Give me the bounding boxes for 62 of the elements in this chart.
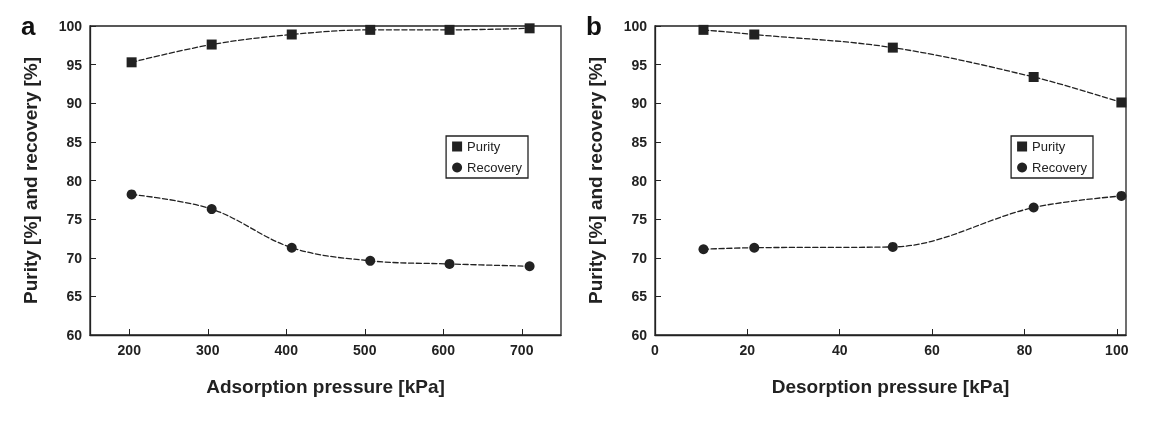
- y-tick-label: 65: [66, 288, 83, 305]
- y-tick-label: 95: [631, 56, 648, 73]
- point: [749, 242, 760, 253]
- point: [1028, 71, 1039, 82]
- point: [286, 242, 297, 253]
- y-tick-label: 90: [631, 95, 648, 112]
- y-tick-label: 80: [66, 172, 83, 189]
- y-axis-title: Purity [%] and recovery [%]: [20, 56, 41, 305]
- y-tick-label: 65: [631, 288, 648, 305]
- point: [887, 241, 898, 252]
- x-tick-label: 100: [1105, 342, 1129, 358]
- x-tick-label: 400: [274, 342, 299, 358]
- point: [698, 244, 709, 255]
- y-tick-label: 100: [623, 18, 648, 34]
- y-tick-label: 100: [58, 18, 83, 34]
- legend-label: Recovery: [1032, 160, 1088, 175]
- point: [1116, 97, 1127, 108]
- point: [206, 39, 217, 50]
- x-tick-label: 60: [924, 342, 941, 358]
- point: [126, 57, 137, 68]
- x-tick-label: 600: [431, 342, 456, 358]
- point: [1028, 202, 1039, 213]
- chart-title: a: [21, 11, 36, 41]
- y-tick-label: 60: [631, 327, 648, 343]
- y-tick-label: 85: [66, 133, 83, 150]
- point: [365, 255, 376, 266]
- x-tick-label: 80: [1016, 342, 1033, 358]
- point: [365, 24, 376, 35]
- y-tick-label: 60: [66, 327, 83, 343]
- y-tick-label: 70: [66, 249, 83, 266]
- point: [698, 24, 709, 35]
- y-tick-label: 85: [631, 133, 648, 150]
- point: [524, 261, 535, 272]
- y-tick-label: 90: [66, 95, 83, 112]
- legend-label: Purity: [467, 139, 501, 154]
- point: [524, 23, 535, 34]
- point: [126, 189, 137, 200]
- point: [1116, 190, 1127, 201]
- y-tick-label: 95: [66, 56, 83, 73]
- point: [206, 204, 217, 215]
- point: [286, 29, 297, 40]
- x-tick-label: 300: [196, 342, 220, 358]
- y-axis-title: Purity [%] and recovery [%]: [585, 56, 606, 305]
- chart-title: b: [586, 11, 602, 41]
- legend-label: Recovery: [467, 160, 523, 175]
- point: [887, 42, 898, 53]
- y-tick-label: 70: [631, 249, 648, 266]
- x-tick-label: 700: [510, 342, 534, 358]
- y-tick-label: 75: [631, 211, 648, 228]
- x-tick-label: 500: [353, 342, 377, 358]
- x-tick-label: 200: [117, 342, 142, 358]
- y-tick-label: 80: [631, 172, 648, 189]
- point: [444, 258, 455, 269]
- x-tick-label: 20: [739, 342, 756, 358]
- legend-label: Purity: [1032, 139, 1066, 154]
- point: [749, 29, 760, 40]
- x-axis-title: Adsorption pressure [kPa]: [206, 376, 445, 397]
- point: [444, 24, 455, 35]
- y-tick-label: 75: [66, 211, 83, 228]
- x-tick-label: 40: [831, 342, 848, 358]
- x-axis-title: Desorption pressure [kPa]: [771, 376, 1010, 397]
- x-tick-label: 0: [651, 342, 660, 358]
